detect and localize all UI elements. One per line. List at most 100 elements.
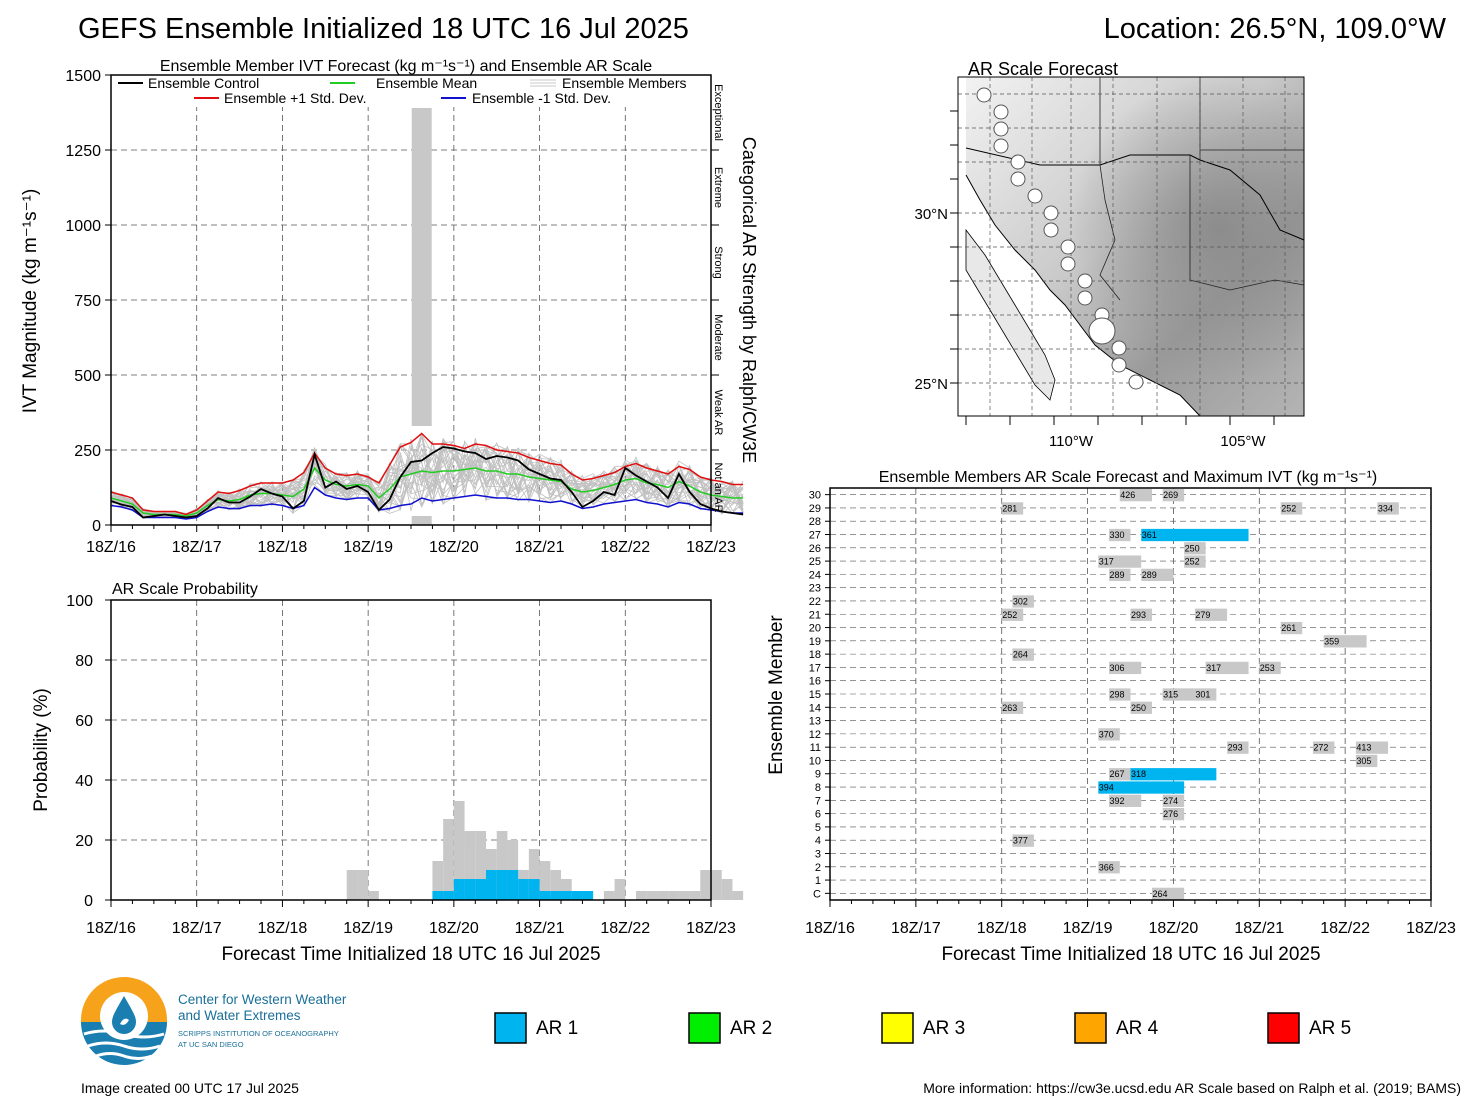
member-event-label: 392: [1110, 796, 1125, 806]
member-x-tick-label: 18Z/22: [1320, 920, 1370, 937]
member-event-label: 263: [1002, 703, 1017, 713]
map-panel: AR Scale Forecast 30°N 25°N 110°W 105°W: [914, 59, 1305, 450]
member-panel: Ensemble Members AR Scale Forecast and M…: [766, 469, 1456, 965]
prob-ar1-bar: [486, 870, 497, 900]
prob-any-ar-bar: [689, 891, 701, 900]
ivt-series-lines: [110, 432, 744, 520]
prob-any-ar-bar: [614, 879, 626, 900]
prob-ar1-bar: [539, 891, 551, 900]
member-event-bar: [1109, 568, 1131, 582]
member-y-tick-label: 14: [809, 702, 821, 714]
member-y-tick-label: 18: [809, 649, 821, 661]
member-x-tick-label: 18Z/19: [1063, 920, 1113, 937]
ivt-y-tick-label: 500: [74, 368, 101, 385]
member-event-bar: [1098, 555, 1142, 568]
member-event-bar: [1355, 754, 1378, 768]
member-event-bar: [1205, 661, 1249, 675]
member-event-label: 272: [1313, 743, 1328, 753]
member-y-tick-label: 13: [809, 716, 821, 728]
member-y-tick-label: 19: [809, 636, 821, 648]
ivt-control-line: [110, 446, 744, 519]
member-event-label: 301: [1195, 690, 1210, 700]
ar1-label: AR 1: [536, 1018, 578, 1039]
prob-ar1-bar: [475, 879, 486, 900]
member-event-label: 317: [1099, 557, 1114, 567]
ivt-right-axis-label: Categorical AR Strength by Ralph/CW3E: [739, 137, 759, 463]
member-event-bar: [1098, 781, 1185, 794]
member-y-tick-label: 4: [815, 835, 821, 847]
ar5-label: AR 5: [1309, 1018, 1351, 1039]
map-ar-point: [1060, 239, 1076, 255]
ivt-member-line: [110, 440, 744, 518]
member-event-label: 377: [1013, 836, 1028, 846]
ivt-ar-scale-bar-base: [411, 516, 432, 525]
member-y-tick-label: 11: [810, 742, 821, 754]
prob-any-ar-bar: [368, 891, 379, 900]
prob-y-tick-label: 80: [75, 653, 93, 670]
map-lat-label-25: 25°N: [914, 376, 948, 393]
member-event-label: 334: [1378, 503, 1393, 513]
prob-y-tick-label: 0: [84, 893, 93, 910]
ivt-x-tick-label: 18Z/18: [258, 539, 308, 556]
ivt-y-axis-label: IVT Magnitude (kg m⁻¹s⁻¹): [20, 189, 41, 414]
member-event-bar: [1280, 502, 1303, 515]
ivt-x-tick-label: 18Z/20: [429, 539, 479, 556]
prob-any-ar-bar: [678, 891, 690, 900]
member-event-label: 315: [1163, 690, 1178, 700]
ivt-panel: Ensemble Member IVT Forecast (kg m⁻¹s⁻¹)…: [20, 58, 759, 556]
member-event-bar: [1162, 688, 1195, 701]
map-frame: [957, 76, 1305, 417]
location-label: Location: 26.5°N, 109.0°W: [1104, 13, 1447, 45]
prob-y-tick-label: 100: [66, 593, 93, 610]
member-event-label: 298: [1110, 690, 1125, 700]
prob-ar1-bar: [518, 879, 529, 900]
ivt-category-label: Weak AR: [712, 390, 724, 436]
member-event-label: 361: [1142, 530, 1157, 540]
prob-panel: AR Scale Probability Probability (%) For…: [31, 581, 744, 965]
member-y-tick-label: 6: [815, 809, 821, 821]
ar5-swatch: [1267, 1012, 1300, 1044]
member-event-bar: [1001, 608, 1024, 621]
prob-any-ar-bar: [443, 819, 454, 900]
member-event-label: 394: [1099, 783, 1114, 793]
map-ar-point: [1043, 222, 1059, 238]
member-event-bar: [1162, 807, 1185, 821]
member-x-tick-label: 18Z/23: [1406, 920, 1456, 937]
prob-any-ar-bar: [346, 870, 358, 900]
prob-any-ar-bar: [550, 870, 561, 900]
ivt-y-tick-label: 0: [92, 518, 101, 535]
ivt-y-ticks: 0 250 500 750 1000 1250 1500: [65, 68, 111, 535]
member-event-bar: [1109, 528, 1131, 542]
legend-members: Ensemble Members: [562, 75, 687, 91]
member-event-label: 252: [1185, 557, 1200, 567]
ar4-swatch: [1074, 1012, 1107, 1044]
legend-mean: Ensemble Mean: [376, 75, 477, 91]
legend-plus-sd: Ensemble +1 Std. Dev.: [224, 90, 367, 106]
ivt-x-tick-label: 18Z/17: [172, 539, 222, 556]
prob-any-ar-bar: [636, 891, 647, 900]
prob-y-tick-label: 60: [75, 713, 93, 730]
ivt-x-tick-label: 18Z/22: [600, 539, 650, 556]
member-event-bar: [1109, 688, 1131, 701]
prob-ar1-bar: [528, 879, 540, 900]
ivt-x-tick-label: 18Z/23: [686, 539, 736, 556]
member-y-tick-label: 10: [809, 755, 821, 767]
prob-any-ar-bar: [464, 831, 476, 900]
droplet-icon: [112, 996, 136, 1034]
map-ar-point: [1060, 256, 1076, 272]
member-event-label: 305: [1356, 756, 1371, 766]
ivt-category-label: Not an AR: [712, 462, 724, 512]
ivt-plus-sd-line: [110, 432, 744, 516]
ivt-legend: Ensemble Control Ensemble Mean Ensemble …: [112, 75, 710, 107]
ivt-plot-frame: [110, 74, 712, 526]
prob-any-ar-bar: [646, 891, 658, 900]
member-event-bar: [1012, 648, 1034, 661]
map-ar-point: [1111, 357, 1127, 373]
prob-bars: [346, 801, 744, 900]
member-y-tick-label: 12: [809, 729, 821, 741]
prob-ar1-bar: [464, 879, 476, 900]
member-event-bar: [1141, 528, 1249, 542]
prob-gridlines: [111, 600, 711, 900]
member-x-tick-label: 18Z/17: [891, 920, 941, 937]
map-border-us-mexico: [965, 147, 1305, 241]
